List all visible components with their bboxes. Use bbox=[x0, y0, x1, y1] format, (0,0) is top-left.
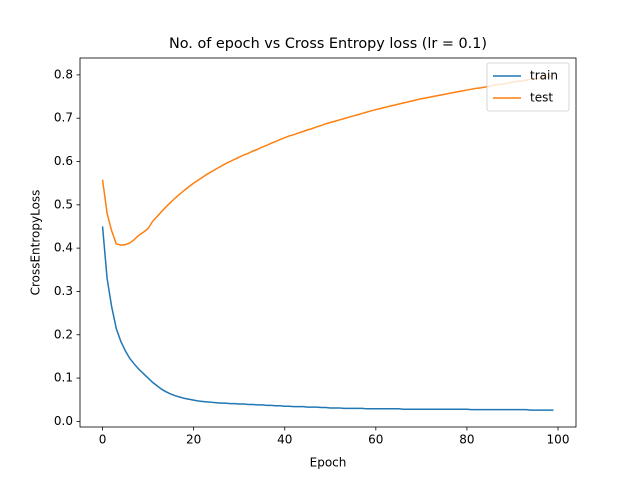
x-tick-label: 0 bbox=[99, 433, 107, 447]
y-tick-label: 0.5 bbox=[54, 197, 73, 211]
legend-label: train bbox=[530, 69, 558, 83]
legend-label: test bbox=[530, 91, 553, 105]
chart-title: No. of epoch vs Cross Entropy loss (lr =… bbox=[169, 36, 487, 52]
x-tick-label: 80 bbox=[459, 433, 474, 447]
y-axis-label: CrossEntropyLoss bbox=[29, 190, 43, 296]
x-axis-label: Epoch bbox=[310, 456, 347, 470]
y-tick-label: 0.2 bbox=[54, 327, 73, 341]
y-tick-label: 0.4 bbox=[54, 241, 73, 255]
y-tick-label: 0.3 bbox=[54, 284, 73, 298]
y-tick-label: 0.1 bbox=[54, 371, 73, 385]
x-tick-label: 20 bbox=[186, 433, 201, 447]
axes-frame bbox=[79, 57, 577, 428]
x-tick-label: 100 bbox=[547, 433, 570, 447]
y-tick-label: 0.0 bbox=[54, 414, 73, 428]
legend-box bbox=[486, 62, 570, 112]
line-series bbox=[101, 75, 554, 246]
y-tick-label: 0.7 bbox=[54, 111, 73, 125]
y-tick-label: 0.8 bbox=[54, 67, 73, 81]
x-tick-label: 40 bbox=[277, 433, 292, 447]
x-tick-label: 60 bbox=[368, 433, 383, 447]
legend: train test bbox=[486, 62, 570, 112]
y-tick-label: 0.6 bbox=[54, 154, 73, 168]
line-series bbox=[101, 226, 554, 411]
